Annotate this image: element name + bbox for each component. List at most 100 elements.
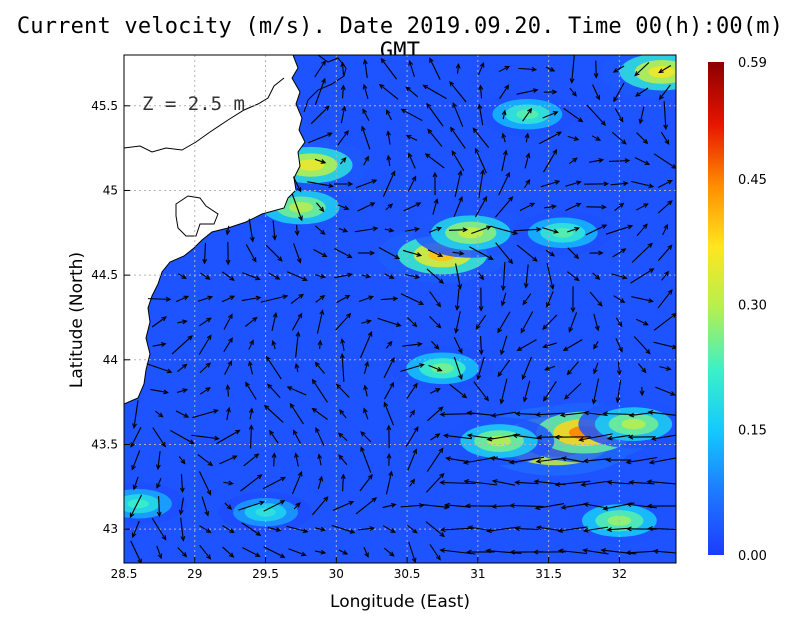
velocity-arrow <box>334 181 354 187</box>
velocity-arrow <box>241 522 262 536</box>
colorbar-ticks: 0.00 0.15 0.30 0.45 0.59 <box>738 56 767 564</box>
speed-feature <box>621 418 646 430</box>
velocity-arrow <box>608 158 631 164</box>
velocity-arrow <box>197 454 214 467</box>
velocity-arrow <box>269 429 279 444</box>
colorbar-tick-label: 0.45 <box>738 173 767 188</box>
velocity-arrow <box>543 148 558 173</box>
velocity-arrow <box>614 108 624 123</box>
velocity-arrow <box>477 103 484 126</box>
velocity-arrow <box>567 135 580 141</box>
velocity-arrow <box>582 548 609 555</box>
velocity-arrow <box>385 470 394 495</box>
velocity-arrow <box>354 226 379 233</box>
velocity-arrow <box>655 386 676 396</box>
velocity-arrow <box>219 455 238 465</box>
velocity-arrow <box>402 341 423 347</box>
velocity-arrow <box>198 471 212 496</box>
velocity-arrow <box>177 363 188 372</box>
velocity-arrow <box>501 149 508 172</box>
velocity-arrow <box>650 434 676 441</box>
x-tick-label: 31 <box>470 567 485 581</box>
velocity-arrow <box>406 524 418 534</box>
velocity-arrow <box>478 287 484 312</box>
velocity-arrow <box>542 227 559 234</box>
velocity-arrow <box>129 494 143 519</box>
velocity-arrow <box>178 456 186 465</box>
velocity-arrow <box>444 502 471 508</box>
velocity-arrow <box>431 340 440 350</box>
velocity-arrow <box>606 479 631 485</box>
velocity-arrow <box>317 475 324 490</box>
velocity-arrow <box>426 268 445 284</box>
velocity-arrow <box>516 339 537 352</box>
velocity-arrow <box>568 157 578 165</box>
velocity-arrow <box>516 88 539 95</box>
velocity-arrow <box>156 545 163 560</box>
velocity-arrow <box>242 547 261 557</box>
velocity-arrow <box>337 432 348 442</box>
velocity-arrow <box>427 128 443 147</box>
velocity-arrow <box>286 525 309 534</box>
velocity-arrow <box>317 453 323 466</box>
velocity-arrow <box>560 503 585 510</box>
velocity-arrow <box>498 171 510 196</box>
velocity-arrow <box>429 315 442 329</box>
velocity-arrow <box>454 169 463 197</box>
velocity-arrow <box>408 60 415 77</box>
velocity-arrow <box>177 388 189 393</box>
velocity-arrow <box>646 479 676 485</box>
velocity-arrow <box>453 356 463 381</box>
velocity-arrow <box>542 342 557 349</box>
velocity-arrow <box>580 480 611 487</box>
velocity-arrow <box>657 244 673 262</box>
velocity-arrow <box>543 89 558 95</box>
velocity-arrow <box>524 132 530 143</box>
velocity-arrow <box>554 480 591 487</box>
velocity-arrow <box>339 409 347 419</box>
velocity-arrow <box>358 295 375 302</box>
velocity-arrow <box>500 292 507 307</box>
velocity-arrow <box>523 178 531 189</box>
velocity-arrow <box>663 101 669 131</box>
velocity-arrow <box>334 248 353 259</box>
velocity-arrow <box>291 470 303 495</box>
velocity-arrow <box>175 295 190 303</box>
velocity-arrow <box>611 131 627 145</box>
velocity-arrow <box>338 227 349 233</box>
velocity-arrow <box>567 271 580 282</box>
velocity-arrow <box>535 525 563 532</box>
velocity-arrow <box>338 454 348 466</box>
velocity-arrow <box>361 319 372 325</box>
velocity-arrow <box>266 383 281 399</box>
velocity-arrow <box>226 406 231 421</box>
velocity-arrow <box>335 312 352 331</box>
velocity-arrow <box>199 317 212 327</box>
velocity-arrow <box>452 250 465 256</box>
velocity-arrow <box>630 180 655 189</box>
velocity-arrow <box>316 309 325 334</box>
velocity-arrow <box>425 521 446 538</box>
velocity-arrow <box>200 272 211 280</box>
velocity-arrow <box>267 527 282 532</box>
velocity-arrow <box>383 401 395 426</box>
depth-label: Z = 2.5 m <box>142 93 245 115</box>
velocity-arrow <box>358 526 376 532</box>
velocity-arrow <box>130 427 142 448</box>
velocity-arrow <box>155 410 164 418</box>
velocity-arrow <box>662 223 668 236</box>
velocity-arrow <box>451 150 465 172</box>
velocity-arrow <box>466 410 495 416</box>
velocity-arrow <box>631 296 654 303</box>
velocity-arrow <box>428 226 443 233</box>
velocity-arrow <box>630 268 655 284</box>
velocity-arrow <box>361 273 372 279</box>
velocity-arrow <box>363 360 369 375</box>
velocity-arrow <box>615 317 623 328</box>
velocity-arrow <box>560 456 584 463</box>
velocity-arrow <box>538 131 563 145</box>
velocity-arrow <box>613 295 626 304</box>
velocity-arrow <box>405 426 419 448</box>
velocity-arrow <box>307 181 335 189</box>
velocity-arrow <box>514 526 539 532</box>
